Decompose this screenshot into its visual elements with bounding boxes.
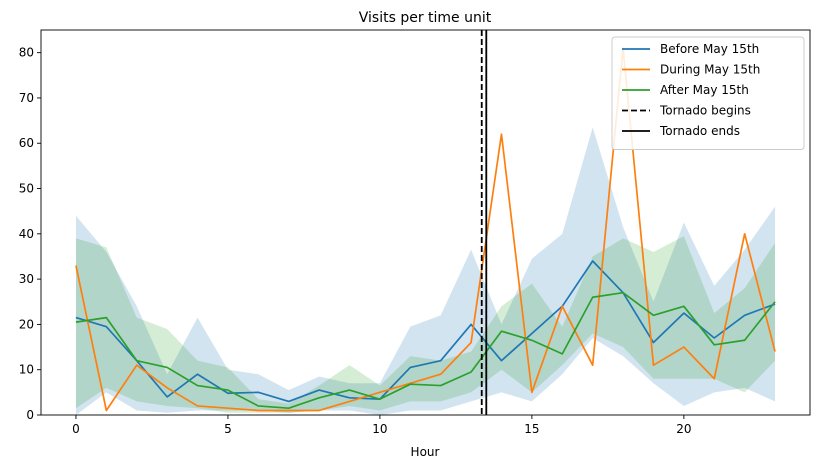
x-tick-label: 20 [676,422,691,436]
x-tick-label: 0 [72,422,80,436]
event-lines [480,30,488,415]
y-axis-ticks: 0 10 20 30 40 50 60 70 80 [19,46,41,422]
y-tick-label: 0 [26,408,34,422]
legend-label: Before May 15th [660,42,759,56]
y-tick-label: 70 [19,91,34,105]
x-tick-label: 5 [224,422,232,436]
y-tick-label: 20 [19,317,34,331]
legend-label: Tornado ends [659,124,740,138]
line-series-1 [75,47,776,412]
y-tick-label: 50 [19,182,34,196]
series-lines [75,47,776,412]
x-axis-label: Hour [411,445,440,459]
y-tick-label: 80 [19,46,34,60]
x-axis-ticks: 0 5 10 15 20 [72,415,692,436]
legend: Before May 15th During May 15th After May … [611,36,805,150]
legend-box [611,36,805,150]
y-tick-label: 60 [19,136,34,150]
band-series-0 [75,127,776,415]
y-tick-label: 30 [19,272,34,286]
line-series-0 [75,260,776,403]
confidence-bands [75,127,776,415]
legend-label: Tornado begins [659,104,751,118]
y-tick-label: 10 [19,363,34,377]
x-tick-label: 10 [372,422,387,436]
legend-label: After May 15th [660,83,749,97]
x-tick-label: 15 [524,422,539,436]
legend-label: During May 15th [660,63,760,77]
y-tick-label: 40 [19,227,34,241]
plot-frame [40,29,811,416]
chart-title: Visits per time unit [359,10,492,26]
line-series-2 [75,291,776,410]
